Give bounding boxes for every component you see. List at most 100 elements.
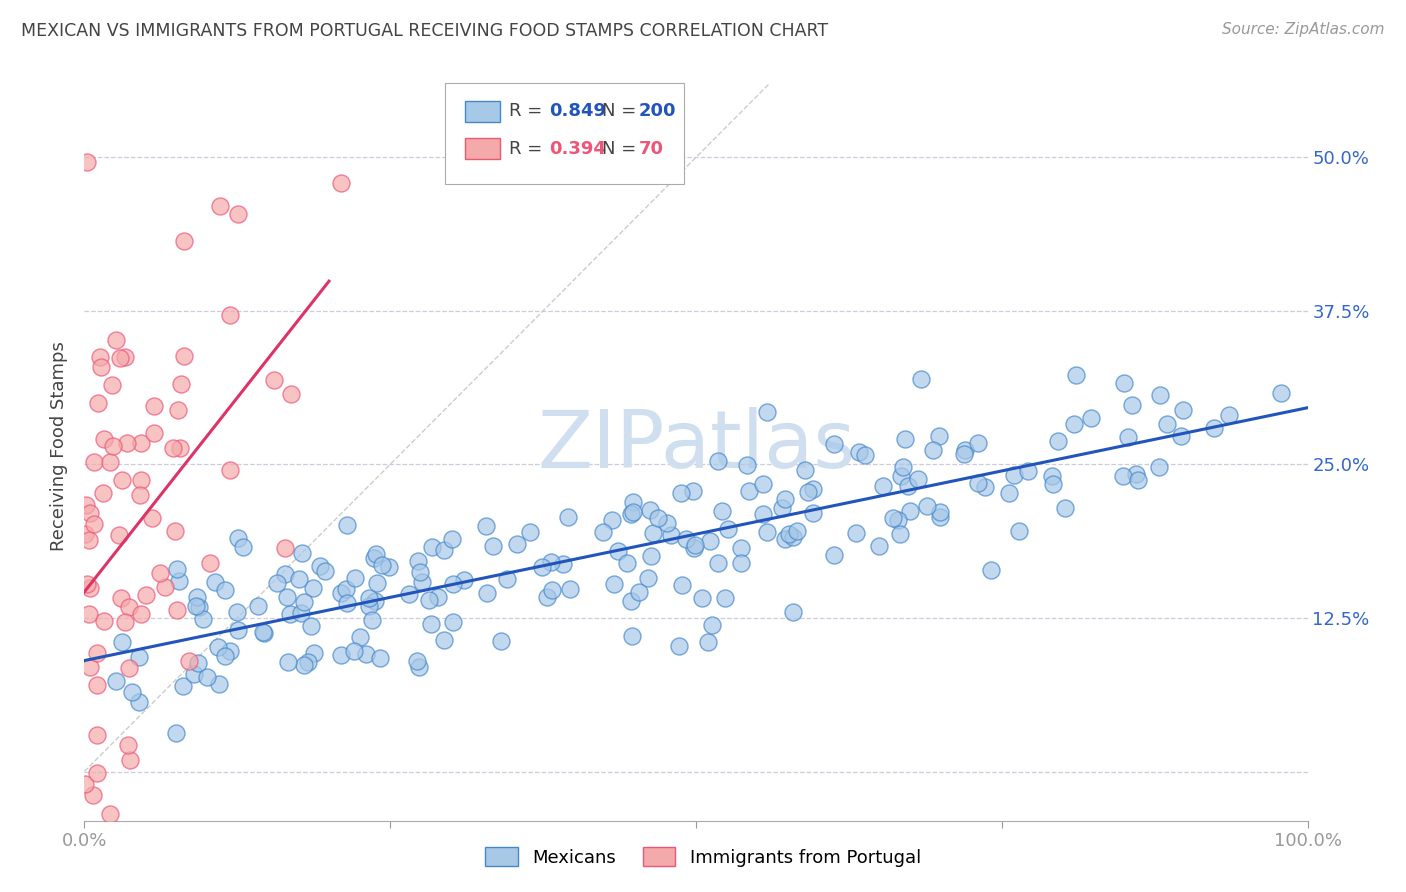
FancyBboxPatch shape [465, 138, 501, 159]
Point [1149, 388, 1171, 402]
Point [263, 373, 285, 387]
Point [103, 439, 125, 453]
Point [110, 591, 132, 606]
Point [309, 559, 332, 574]
Point [600, 513, 623, 527]
Point [907, 472, 929, 486]
Point [302, 646, 325, 660]
Point [128, 695, 150, 709]
Point [361, 613, 384, 627]
Point [166, 562, 188, 576]
Point [336, 596, 359, 610]
Point [299, 619, 322, 633]
Point [100, 807, 122, 822]
Point [90, 359, 112, 374]
Point [659, 528, 682, 542]
Point [73, 776, 96, 790]
Point [79, 660, 101, 674]
Point [433, 632, 456, 647]
Point [637, 571, 659, 585]
Point [110, 635, 132, 649]
Point [755, 405, 778, 419]
Point [209, 199, 232, 213]
Point [266, 576, 288, 591]
FancyBboxPatch shape [446, 83, 683, 184]
Point [226, 532, 249, 546]
Point [274, 566, 297, 581]
Point [756, 525, 779, 540]
Point [228, 207, 250, 221]
Point [848, 445, 870, 459]
Point [117, 435, 139, 450]
Point [83, 455, 105, 469]
Point [343, 644, 366, 658]
Point [204, 574, 226, 589]
Point [329, 586, 352, 600]
Point [1204, 420, 1226, 434]
Point [214, 648, 236, 663]
Point [1170, 429, 1192, 443]
Point [453, 573, 475, 587]
Point [104, 674, 127, 689]
Point [889, 527, 911, 541]
Point [505, 537, 527, 551]
Point [853, 448, 876, 462]
Point [172, 680, 194, 694]
Point [179, 654, 201, 668]
Point [101, 378, 124, 392]
Point [288, 572, 311, 586]
Point [297, 655, 319, 669]
Point [252, 624, 274, 639]
Point [82, 788, 104, 802]
Point [173, 349, 195, 363]
Point [77, 607, 100, 621]
Point [280, 386, 302, 401]
Point [845, 526, 868, 541]
Text: MEXICAN VS IMMIGRANTS FROM PORTUGAL RECEIVING FOOD STAMPS CORRELATION CHART: MEXICAN VS IMMIGRANTS FROM PORTUGAL RECE… [21, 22, 828, 40]
Point [751, 476, 773, 491]
Point [1080, 410, 1102, 425]
Point [1046, 434, 1069, 448]
Point [278, 607, 301, 621]
Text: N =: N = [602, 102, 641, 120]
Point [657, 516, 679, 530]
Point [302, 581, 325, 595]
Point [89, 350, 111, 364]
Point [73, 527, 96, 541]
Point [699, 534, 721, 549]
Y-axis label: Receiving Food Stamps: Receiving Food Stamps [51, 341, 69, 551]
Point [76, 577, 98, 591]
Point [782, 531, 804, 545]
Point [621, 495, 644, 509]
Point [120, 753, 142, 767]
Point [117, 738, 139, 752]
Point [276, 591, 298, 605]
Point [671, 486, 693, 500]
Point [1125, 467, 1147, 482]
Point [191, 612, 214, 626]
Point [219, 463, 242, 477]
Point [232, 541, 254, 555]
Point [929, 504, 952, 518]
Point [797, 485, 820, 500]
Point [1063, 417, 1085, 431]
Point [366, 576, 388, 591]
Point [368, 651, 391, 665]
Point [910, 372, 932, 386]
Point [86, 678, 108, 692]
Point [531, 560, 554, 574]
Point [647, 511, 669, 525]
Point [928, 429, 950, 443]
Point [1017, 464, 1039, 478]
Point [219, 644, 242, 658]
Point [682, 483, 704, 498]
Text: ZIPatlas: ZIPatlas [537, 407, 855, 485]
Point [638, 503, 661, 517]
Point [409, 566, 432, 580]
Point [898, 504, 921, 518]
Point [378, 560, 401, 574]
Point [966, 435, 988, 450]
Point [966, 475, 988, 490]
Point [291, 546, 314, 560]
Point [1156, 417, 1178, 432]
